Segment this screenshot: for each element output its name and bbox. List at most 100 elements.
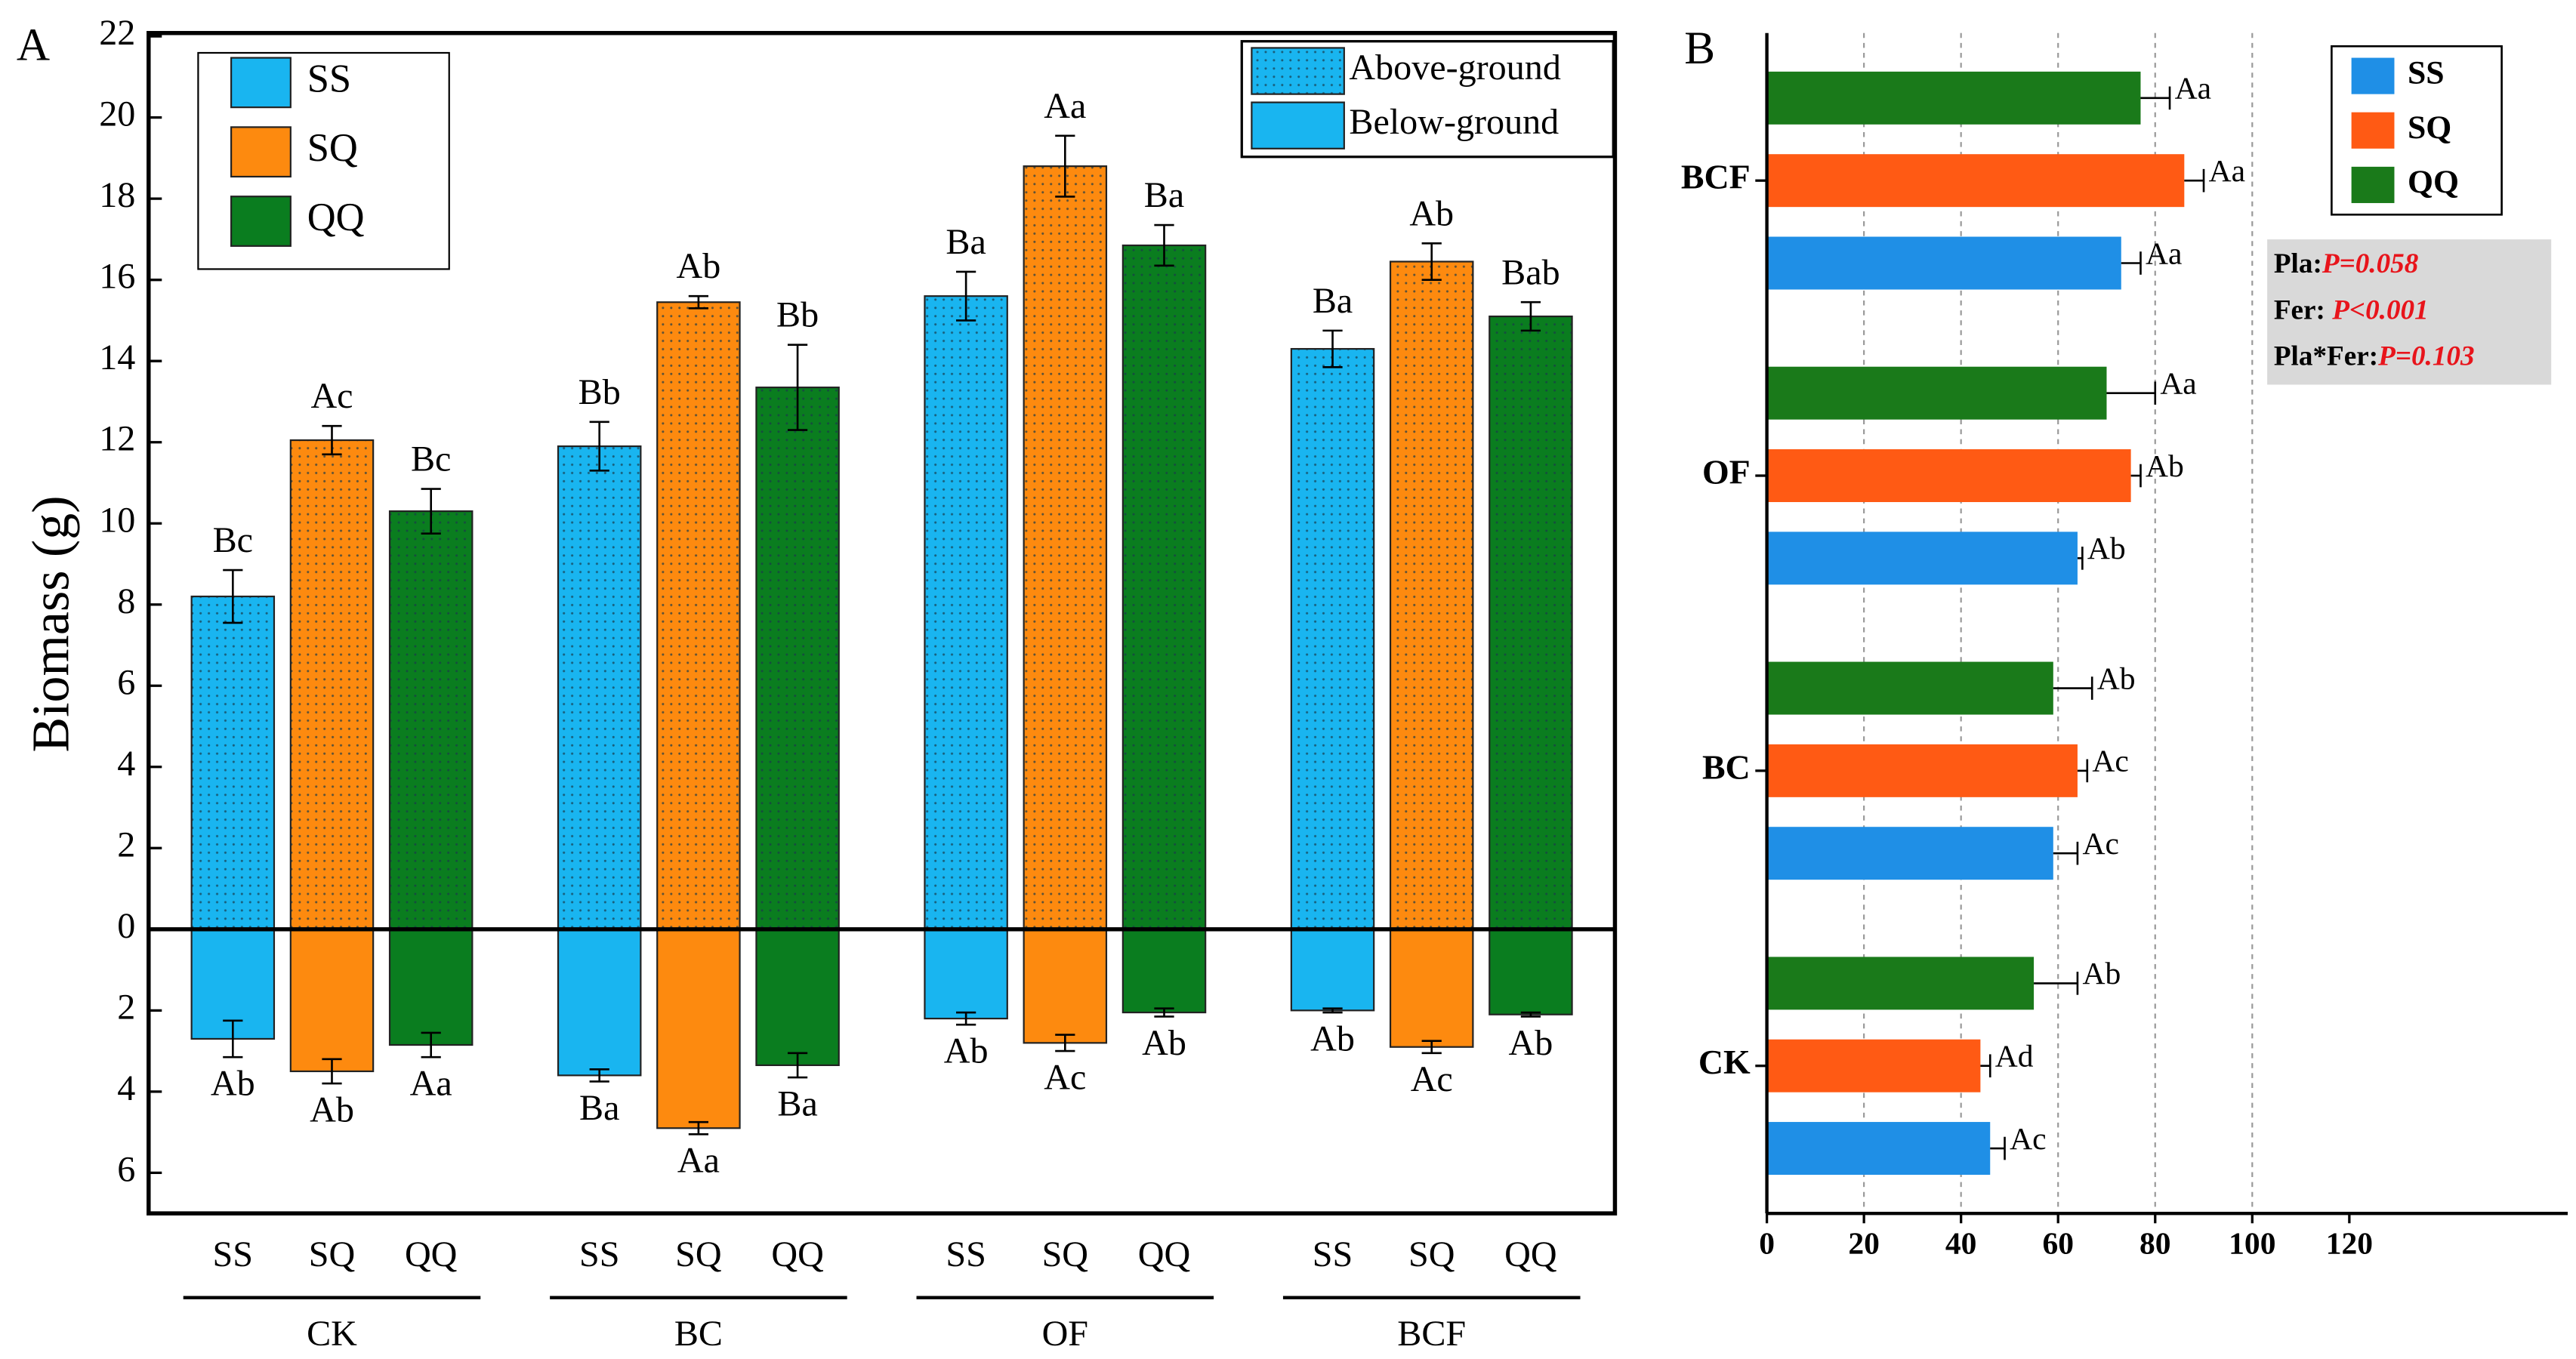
above-bar <box>289 439 375 930</box>
stats-factor: Pla: <box>2274 248 2322 279</box>
below-bar <box>557 928 642 1077</box>
x-sub-label: SS <box>1313 1234 1353 1274</box>
sig-label: Ab <box>1310 1018 1355 1059</box>
y-tick-label: BC <box>1702 747 1751 786</box>
bar <box>1766 661 2053 715</box>
below-bar <box>924 928 1008 1020</box>
y-tick-label: 6 <box>117 1149 135 1189</box>
above-bar <box>1023 165 1108 930</box>
sig-label: Ba <box>1313 281 1353 321</box>
sig-label: Ab <box>1409 193 1454 233</box>
y-tick-label: 0 <box>117 906 135 946</box>
panel-label: A <box>17 20 50 71</box>
bar <box>1766 1122 1991 1176</box>
x-sub-label: QQ <box>771 1234 823 1274</box>
bar <box>1766 154 2185 208</box>
sig-label: Ab <box>310 1089 354 1129</box>
stats-factor: Pla*Fer: <box>2274 341 2378 371</box>
sig-label: Bb <box>776 295 819 335</box>
y-tick-label: 16 <box>99 257 135 297</box>
bar <box>1766 236 2121 290</box>
above-bar <box>1489 315 1573 930</box>
sig-label: Ab <box>944 1031 989 1071</box>
sig-label: Ac <box>2010 1121 2046 1156</box>
below-bar <box>656 928 741 1129</box>
below-bar <box>1121 928 1207 1014</box>
y-axis-label: Biomass (g) <box>22 496 80 753</box>
y-tick-label: 18 <box>99 175 135 215</box>
sig-label: Ab <box>2146 448 2184 483</box>
stats-factor: Fer: <box>2274 294 2332 325</box>
sig-label: Ba <box>777 1083 817 1123</box>
above-bar <box>557 445 642 930</box>
sig-label: Aa <box>1044 86 1086 126</box>
above-bar <box>1389 260 1474 930</box>
stats-p: P=0.103 <box>2377 341 2474 371</box>
sig-label: Ab <box>2097 661 2136 695</box>
legend-label: SS <box>307 57 351 100</box>
y-tick-label: 4 <box>117 744 135 784</box>
legend-swatch <box>2351 112 2395 149</box>
above-bar <box>656 301 741 930</box>
legend-label: Below-ground <box>1349 102 1559 142</box>
x-sub-label: SS <box>213 1234 254 1274</box>
y-tick-label: 6 <box>117 662 135 702</box>
legend-swatch <box>230 57 292 109</box>
sig-label: Ac <box>2092 744 2128 778</box>
x-sub-label: QQ <box>1504 1234 1556 1274</box>
legend-label: QQ <box>307 196 365 239</box>
y-tick-label: 20 <box>99 94 135 134</box>
legend-label: QQ <box>2408 164 2459 200</box>
sig-label: Bb <box>578 372 621 412</box>
x-tick-label: 100 <box>2229 1225 2275 1260</box>
legend-swatch <box>230 196 292 247</box>
x-tick-label: 20 <box>1848 1225 1880 1260</box>
sig-label: Ad <box>1995 1038 2034 1073</box>
sig-label: Ab <box>2082 956 2121 991</box>
y-tick-label: 8 <box>117 581 135 621</box>
x-tick-label: OF <box>1042 1314 1088 1354</box>
stats-line: Pla*Fer:P=0.103 <box>2274 341 2475 371</box>
above-bar <box>388 510 474 930</box>
y-tick-label: 4 <box>117 1068 135 1108</box>
x-sub-label: SQ <box>309 1234 355 1274</box>
sig-label: Ac <box>1411 1059 1453 1099</box>
sig-label: Aa <box>2160 365 2196 400</box>
below-bar <box>1023 928 1108 1044</box>
below-bar <box>388 928 474 1046</box>
sig-label: Bab <box>1501 252 1559 292</box>
below-bar <box>1290 928 1375 1012</box>
sig-label: Aa <box>2146 236 2182 270</box>
x-tick-label: 0 <box>1759 1225 1775 1260</box>
legend-label: SQ <box>307 126 358 170</box>
x-sub-label: QQ <box>405 1234 457 1274</box>
above-bar <box>1121 244 1207 930</box>
y-tick-label: 10 <box>99 500 135 540</box>
below-bar <box>1489 928 1573 1015</box>
sig-label: Ba <box>1144 175 1184 215</box>
bar <box>1766 366 2107 420</box>
legend-label: Above-ground <box>1349 48 1560 88</box>
legend-swatch <box>2351 57 2395 94</box>
x-sub-label: SQ <box>1408 1234 1455 1274</box>
stats-box <box>2267 239 2552 385</box>
y-tick-label: 22 <box>99 13 135 53</box>
x-tick-label: 80 <box>2139 1225 2171 1260</box>
x-tick-label: BCF <box>1397 1314 1466 1354</box>
y-tick-label: 2 <box>117 824 135 864</box>
sig-label: Ab <box>211 1064 255 1104</box>
y-tick-label: OF <box>1702 453 1751 492</box>
x-tick-label: 120 <box>2326 1225 2373 1260</box>
legend-swatch <box>230 126 292 178</box>
sig-label: Bc <box>411 439 451 479</box>
sig-label: Aa <box>2209 153 2245 188</box>
bar <box>1766 1039 1981 1092</box>
below-bar <box>1389 928 1474 1048</box>
x-tick-label: 40 <box>1945 1225 1977 1260</box>
sig-label: Ba <box>579 1088 619 1128</box>
bar <box>1766 71 2141 125</box>
stats-line: Pla:P=0.058 <box>2274 248 2419 279</box>
sig-label: Ab <box>1509 1023 1553 1063</box>
bar <box>1766 827 2053 880</box>
